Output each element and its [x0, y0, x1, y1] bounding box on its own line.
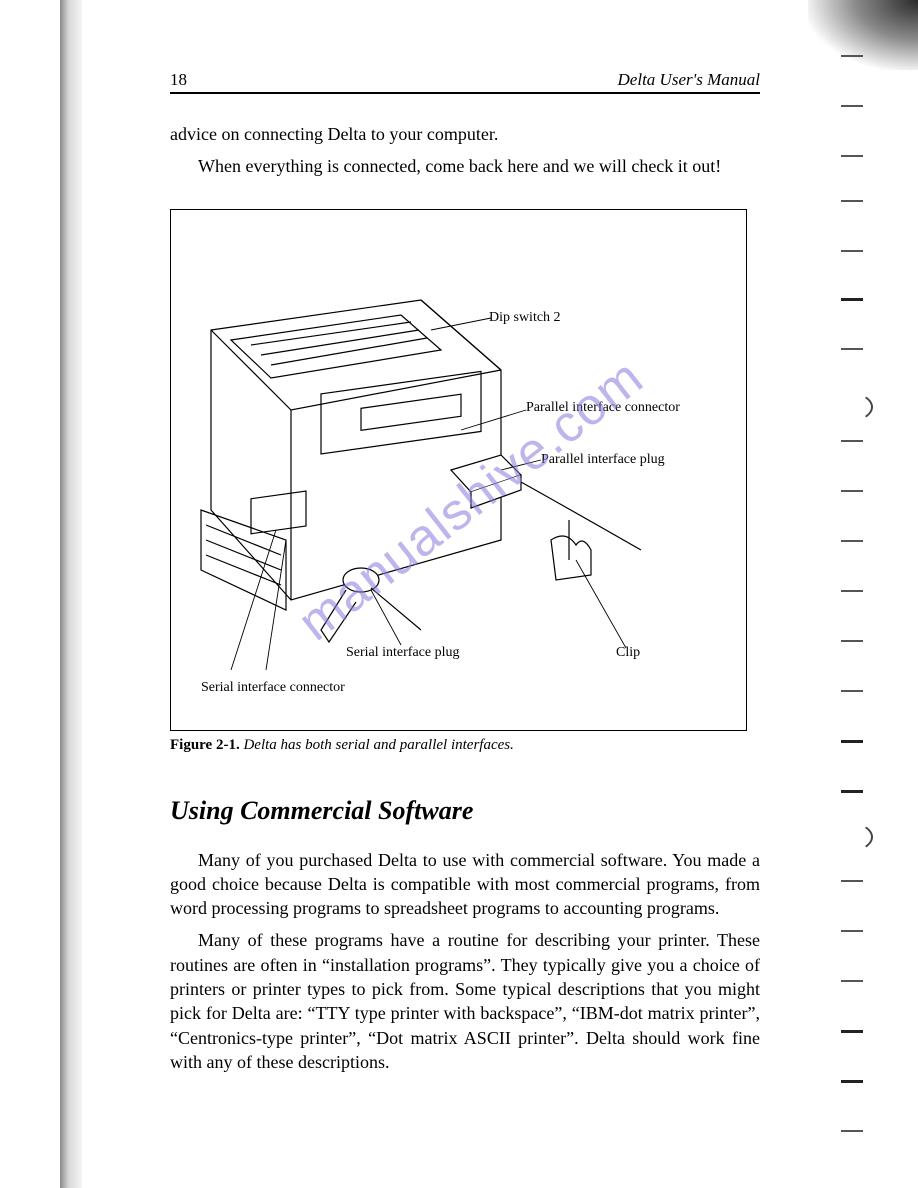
scan-tick [841, 640, 863, 642]
scan-tick [841, 105, 863, 107]
label-serial-connector: Serial interface connector [201, 680, 345, 696]
section-p2: Many of these programs have a routine fo… [170, 928, 760, 1074]
page-content: 18 Delta User's Manual advice on connect… [170, 70, 760, 1082]
scan-tick [841, 490, 863, 492]
figure-caption: Figure 2-1. Delta has both serial and pa… [170, 737, 760, 754]
scan-tick [841, 200, 863, 202]
scan-tick [841, 690, 863, 692]
scan-tick [841, 930, 863, 932]
section-p1: Many of you purchased Delta to use with … [170, 848, 760, 921]
page-number: 18 [170, 70, 187, 90]
scan-tick [841, 590, 863, 592]
scan-tick [841, 980, 863, 982]
label-parallel-plug: Parallel interface plug [541, 452, 665, 468]
intro-line-1: advice on connecting Delta to your compu… [170, 122, 760, 146]
scan-tick [841, 348, 863, 350]
scan-tick [841, 1130, 863, 1132]
scan-curve [809, 390, 873, 424]
figure-2-1: Dip switch 2 Parallel interface connecto… [170, 209, 747, 731]
label-clip: Clip [616, 645, 640, 661]
section-heading: Using Commercial Software [170, 796, 760, 826]
scan-tick [841, 740, 863, 743]
scan-tick [841, 880, 863, 882]
scan-tick [841, 55, 863, 57]
figure-caption-text: Delta has both serial and parallel inter… [243, 737, 513, 753]
scan-noise-corner [808, 0, 918, 70]
manual-title: Delta User's Manual [618, 70, 760, 90]
label-serial-plug: Serial interface plug [346, 645, 460, 661]
intro-line-2: When everything is connected, come back … [170, 154, 760, 178]
scan-tick [841, 1080, 863, 1083]
running-header: 18 Delta User's Manual [170, 70, 760, 94]
label-dip-switch: Dip switch 2 [489, 310, 561, 326]
scan-tick [841, 440, 863, 442]
figure-caption-number: Figure 2-1. [170, 737, 240, 753]
scan-tick [841, 155, 863, 157]
scan-tick [841, 1030, 863, 1033]
scan-tick [841, 790, 863, 793]
scan-tick [841, 540, 863, 542]
label-parallel-connector: Parallel interface connector [526, 400, 680, 416]
scan-tick [841, 298, 863, 301]
scan-tick [841, 250, 863, 252]
scan-curve [809, 820, 873, 854]
scan-binding-edge [60, 0, 82, 1188]
